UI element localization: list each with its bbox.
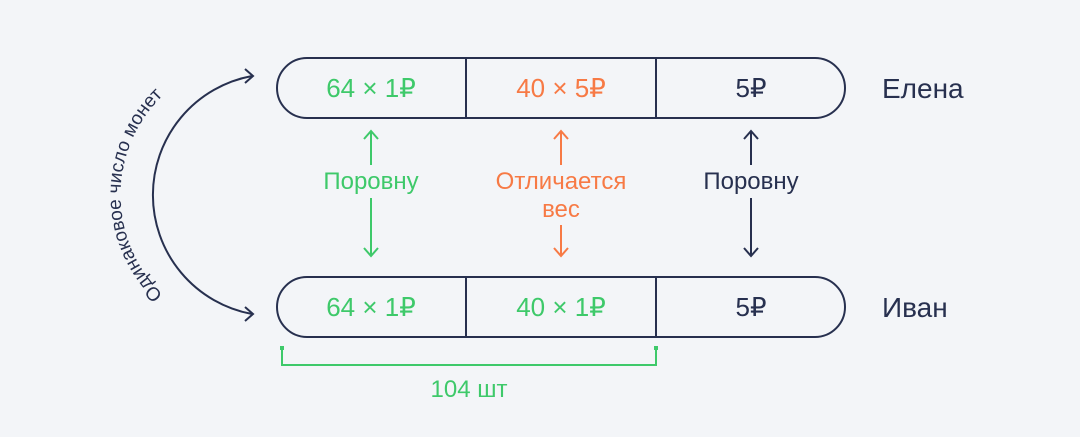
arrow-head-bottom [244, 306, 255, 322]
person-name: Елена [882, 73, 964, 104]
arrow-head-top [244, 68, 255, 84]
row-elena: 64 × 1₽ 40 × 5₽ 5₽ Елена [276, 57, 964, 119]
count-bracket [280, 346, 658, 366]
cell: 64 × 1₽ [326, 292, 416, 322]
arc-label: Одинаковое число монет [105, 84, 167, 306]
cell: 64 × 1₽ [326, 73, 416, 103]
comparison-label: Поровну [323, 168, 418, 195]
comparison-label: Поровну [703, 168, 798, 195]
comparison-equal-2 [743, 129, 759, 258]
comparison-label-line2: вес [542, 196, 580, 223]
cell: 40 × 5₽ [516, 73, 606, 103]
row-ivan: 64 × 1₽ 40 × 1₽ 5₽ Иван [276, 276, 948, 338]
comparison-equal-1 [363, 129, 379, 258]
cell: 40 × 1₽ [516, 292, 606, 322]
comparison-label: Отличается [496, 168, 627, 195]
cell: 5₽ [735, 292, 766, 322]
same-count-arc [151, 75, 253, 315]
person-name: Иван [882, 292, 948, 323]
cell: 5₽ [735, 73, 766, 103]
comparison-different [553, 129, 569, 258]
count-label: 104 шт [431, 376, 508, 403]
